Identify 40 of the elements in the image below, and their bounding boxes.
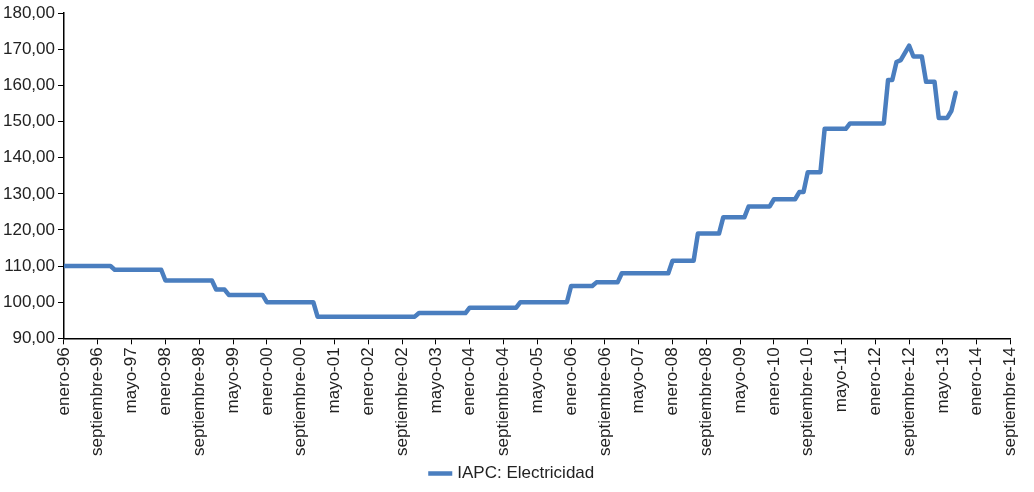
- y-tick-label: 140,00: [3, 147, 55, 167]
- x-tick-label: mayo-07: [628, 347, 648, 414]
- y-tick-label: 100,00: [3, 291, 55, 311]
- y-tick-label: 160,00: [3, 75, 55, 95]
- x-tick-label: enero-12: [865, 347, 885, 416]
- x-tick-label: septiembre-14: [1000, 347, 1020, 457]
- y-tick-label: 180,00: [3, 2, 55, 22]
- x-tick-label: enero-00: [256, 347, 276, 416]
- y-tick-label: 130,00: [3, 183, 55, 203]
- x-tick-label: mayo-03: [425, 347, 445, 414]
- y-tick-label: 170,00: [3, 39, 55, 59]
- x-tick-label: enero-96: [53, 347, 73, 416]
- y-tick-label: 110,00: [4, 255, 55, 275]
- x-tick-label: septiembre-02: [391, 347, 411, 457]
- x-tick-label: enero-10: [763, 347, 783, 416]
- x-tick-label: mayo-01: [324, 347, 344, 414]
- x-tick-label: enero-02: [357, 347, 377, 416]
- x-tick-label: septiembre-06: [594, 347, 614, 457]
- x-tick-label: enero-06: [560, 347, 580, 416]
- x-tick-label: septiembre-10: [797, 347, 817, 457]
- x-tick-label: mayo-11: [831, 347, 851, 413]
- y-tick-label: 120,00: [3, 219, 55, 239]
- x-tick-label: septiembre-04: [493, 347, 513, 457]
- x-tick-label: mayo-99: [222, 347, 242, 414]
- y-tick-label: 150,00: [3, 111, 55, 131]
- x-tick-label: mayo-09: [729, 347, 749, 414]
- x-tick-label: enero-08: [662, 347, 682, 416]
- x-tick-label: septiembre-00: [290, 347, 310, 457]
- x-tick-label: septiembre-08: [696, 347, 716, 457]
- x-tick-label: enero-04: [459, 347, 479, 416]
- x-tick-label: septiembre-12: [898, 347, 918, 457]
- x-tick-label: mayo-05: [526, 347, 546, 414]
- y-tick-label: 90,00: [12, 328, 55, 348]
- x-tick-label: septiembre-96: [87, 347, 107, 457]
- x-tick-label: mayo-97: [121, 347, 141, 414]
- x-tick-label: septiembre-98: [188, 347, 208, 457]
- x-tick-label: mayo-13: [932, 347, 952, 414]
- x-tick-label: enero-14: [966, 347, 986, 416]
- x-tick-label: enero-98: [155, 347, 175, 416]
- legend-label: IAPC: Electricidad: [457, 463, 595, 483]
